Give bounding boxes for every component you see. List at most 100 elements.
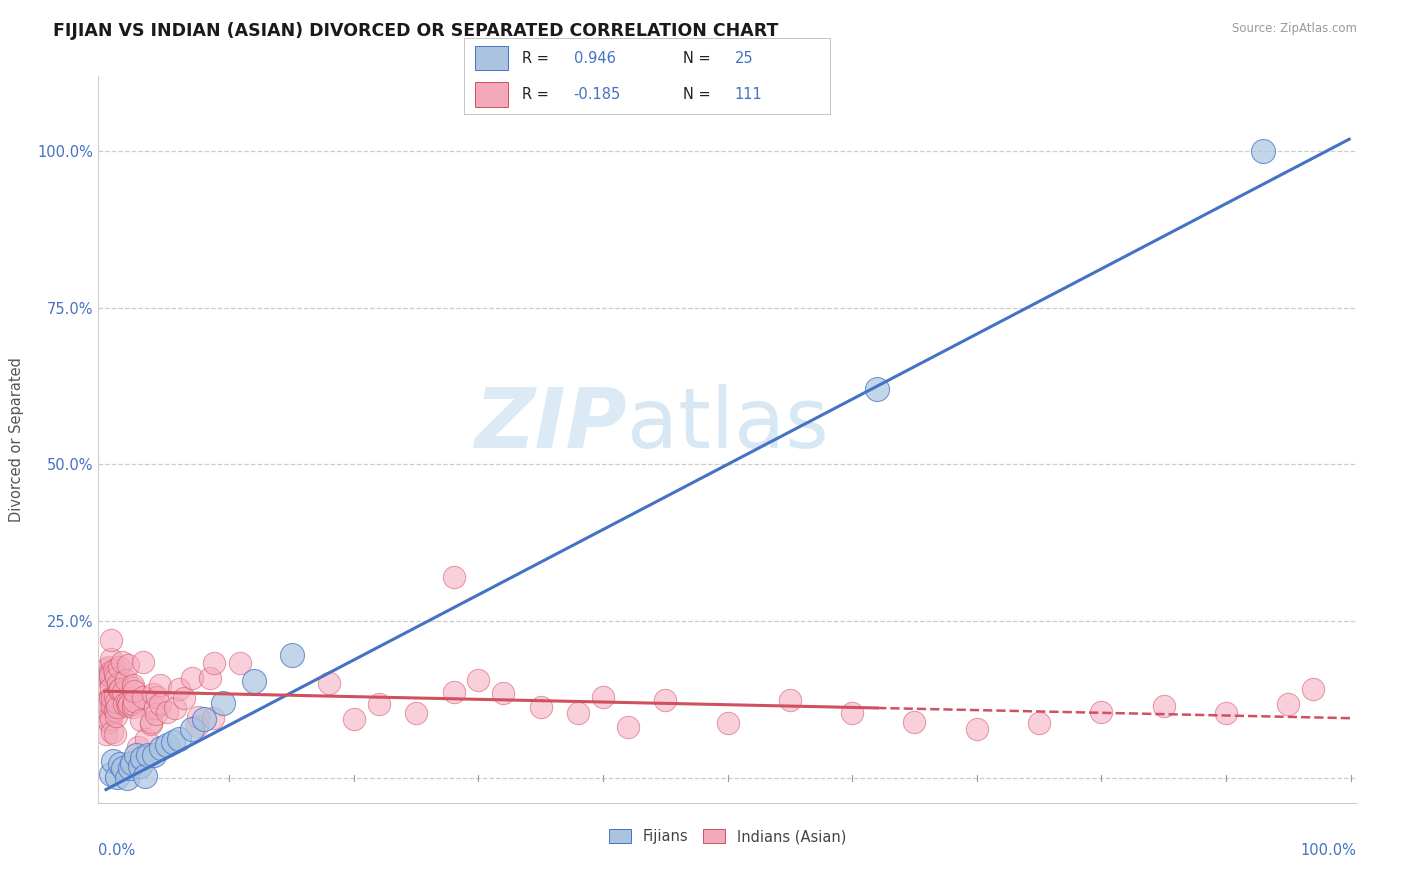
Text: R =: R = [523,87,550,102]
Point [280,648,302,662]
Text: 111: 111 [734,87,762,102]
Text: ZIP: ZIP [474,384,627,466]
Point [111,685,134,699]
Point [105,700,128,714]
Point [530,699,553,714]
Text: Source: ZipAtlas.com: Source: ZipAtlas.com [1232,22,1357,36]
Point [108,681,131,696]
Point [169,681,191,696]
Point [108,660,131,674]
Point [98,691,121,706]
Point [117,657,139,672]
Text: N =: N = [683,51,711,66]
Point [169,731,191,746]
Point [202,711,225,725]
Point [100,713,122,727]
Point [193,712,215,726]
Point [1028,715,1050,730]
Point [100,690,122,705]
Point [122,699,145,714]
Point [108,683,131,698]
Point [343,712,366,726]
Point [103,666,125,681]
Point [841,706,863,720]
Point [654,692,676,706]
Point [115,771,138,785]
Point [105,695,128,709]
Point [122,694,145,708]
Point [779,692,801,706]
Point [186,719,208,733]
Point [139,714,162,729]
Point [96,662,118,676]
Point [121,756,143,771]
Point [105,771,128,785]
Point [866,382,889,396]
Point [243,673,266,688]
Point [1215,706,1237,721]
Point [103,663,125,677]
Point [97,668,120,682]
Point [405,706,427,721]
Text: FIJIAN VS INDIAN (ASIAN) DIVORCED OR SEPARATED CORRELATION CHART: FIJIAN VS INDIAN (ASIAN) DIVORCED OR SEP… [53,22,779,40]
Point [198,672,221,686]
Point [136,747,159,762]
Text: atlas: atlas [627,384,828,466]
Point [156,738,179,752]
Point [122,678,145,692]
Point [212,696,235,710]
Point [443,570,465,584]
Point [98,715,121,730]
Point [367,697,389,711]
Point [135,731,157,746]
Point [125,748,148,763]
Point [115,696,138,710]
Legend: Fijians, Indians (Asian): Fijians, Indians (Asian) [603,823,852,850]
Point [129,714,152,728]
Point [592,690,614,705]
Point [173,690,195,705]
Text: -0.185: -0.185 [574,87,621,102]
Point [98,681,121,696]
Point [443,684,465,698]
Point [122,684,145,698]
Point [98,665,121,679]
Point [121,681,143,695]
Point [149,741,172,756]
Point [117,698,139,713]
Point [127,740,149,755]
Point [104,671,127,685]
Point [717,716,740,731]
Point [132,690,155,705]
FancyBboxPatch shape [475,45,508,70]
Point [132,655,155,669]
FancyBboxPatch shape [475,82,508,107]
Y-axis label: Divorced or Separated: Divorced or Separated [8,357,24,522]
Point [143,747,166,762]
Point [104,727,127,741]
Point [100,767,122,781]
Point [100,669,122,683]
Point [142,687,165,701]
Point [202,657,225,671]
Point [112,761,135,775]
Text: 25: 25 [734,51,754,66]
Point [118,761,141,775]
Point [1302,682,1324,697]
Point [118,697,141,711]
Text: 100.0%: 100.0% [1301,843,1357,858]
Point [1277,697,1299,711]
Point [112,698,135,712]
Point [94,727,117,741]
Point [118,756,141,771]
Point [96,659,118,673]
Point [100,652,122,666]
Point [101,725,124,739]
Point [104,689,127,703]
Point [617,720,640,734]
Point [100,699,122,714]
Point [903,714,925,729]
Point [966,722,988,736]
Point [145,706,167,721]
Point [94,666,117,681]
